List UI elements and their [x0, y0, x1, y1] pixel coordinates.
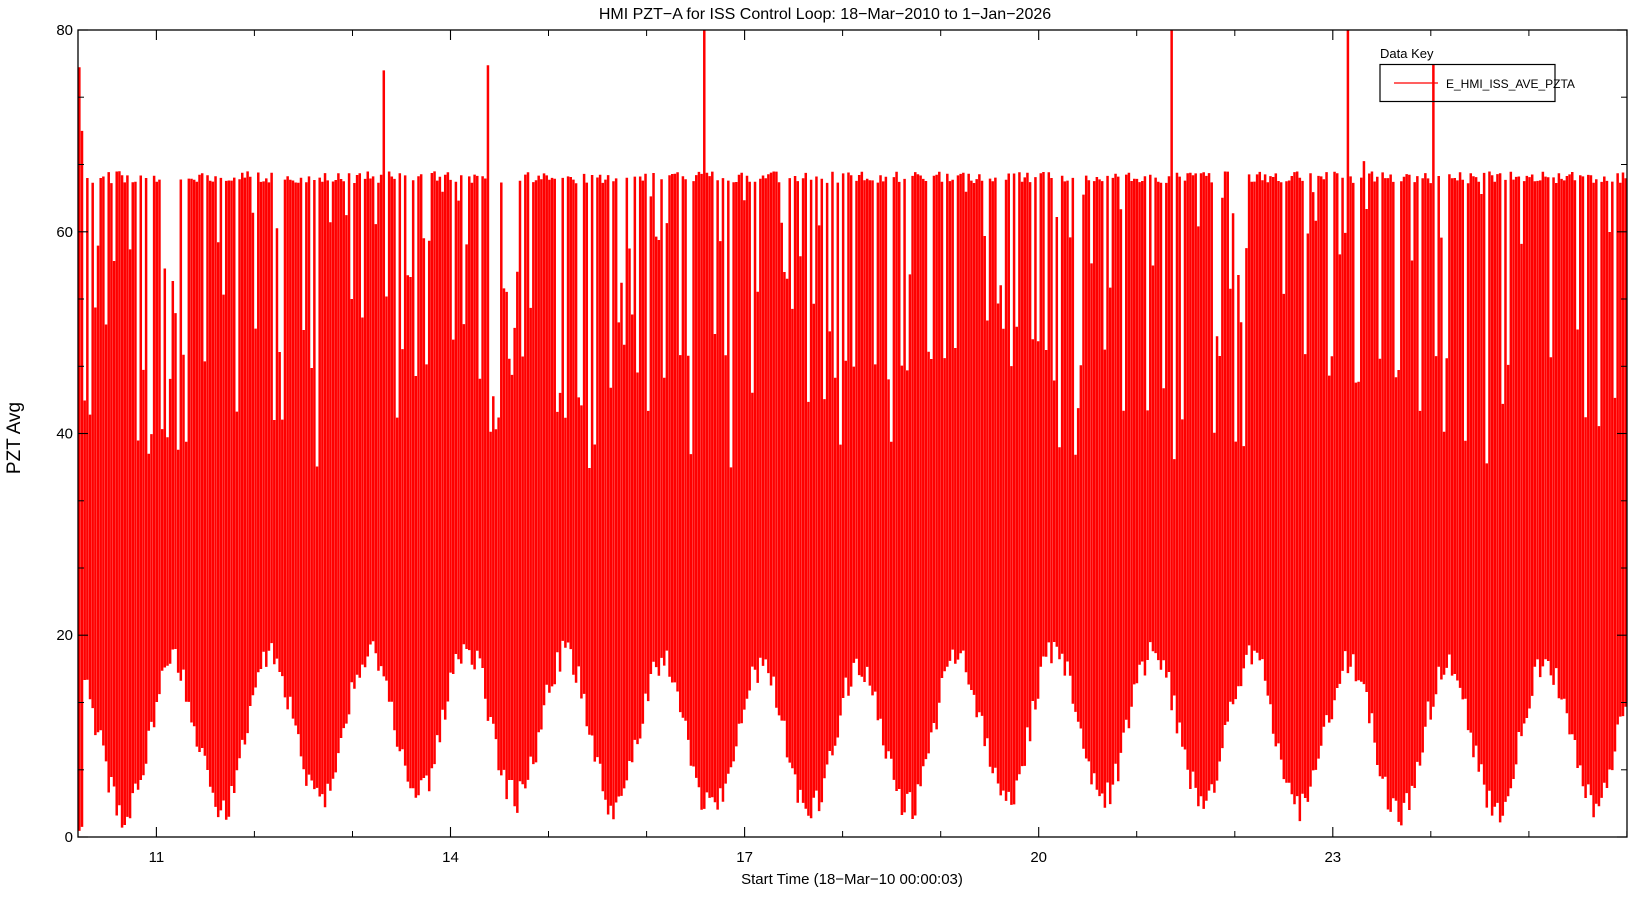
svg-text:23: 23 — [1324, 849, 1341, 866]
svg-text:80: 80 — [56, 22, 73, 39]
svg-text:0: 0 — [65, 829, 73, 846]
svg-text:HMI PZT−A for ISS Control Loop: HMI PZT−A for ISS Control Loop: 18−Mar−2… — [599, 6, 1051, 23]
svg-text:E_HMI_ISS_AVE_PZTA: E_HMI_ISS_AVE_PZTA — [1446, 77, 1575, 91]
svg-text:17: 17 — [736, 849, 753, 866]
svg-text:20: 20 — [56, 627, 73, 644]
svg-text:40: 40 — [56, 426, 73, 443]
svg-text:60: 60 — [56, 224, 73, 241]
svg-text:PZT Avg: PZT Avg — [4, 402, 25, 474]
svg-text:Data Key: Data Key — [1380, 46, 1434, 61]
svg-text:11: 11 — [149, 849, 165, 866]
svg-text:Start Time (18−Mar−10 00:00:03: Start Time (18−Mar−10 00:00:03) — [741, 871, 963, 888]
svg-text:20: 20 — [1030, 849, 1047, 866]
svg-text:14: 14 — [442, 849, 459, 866]
